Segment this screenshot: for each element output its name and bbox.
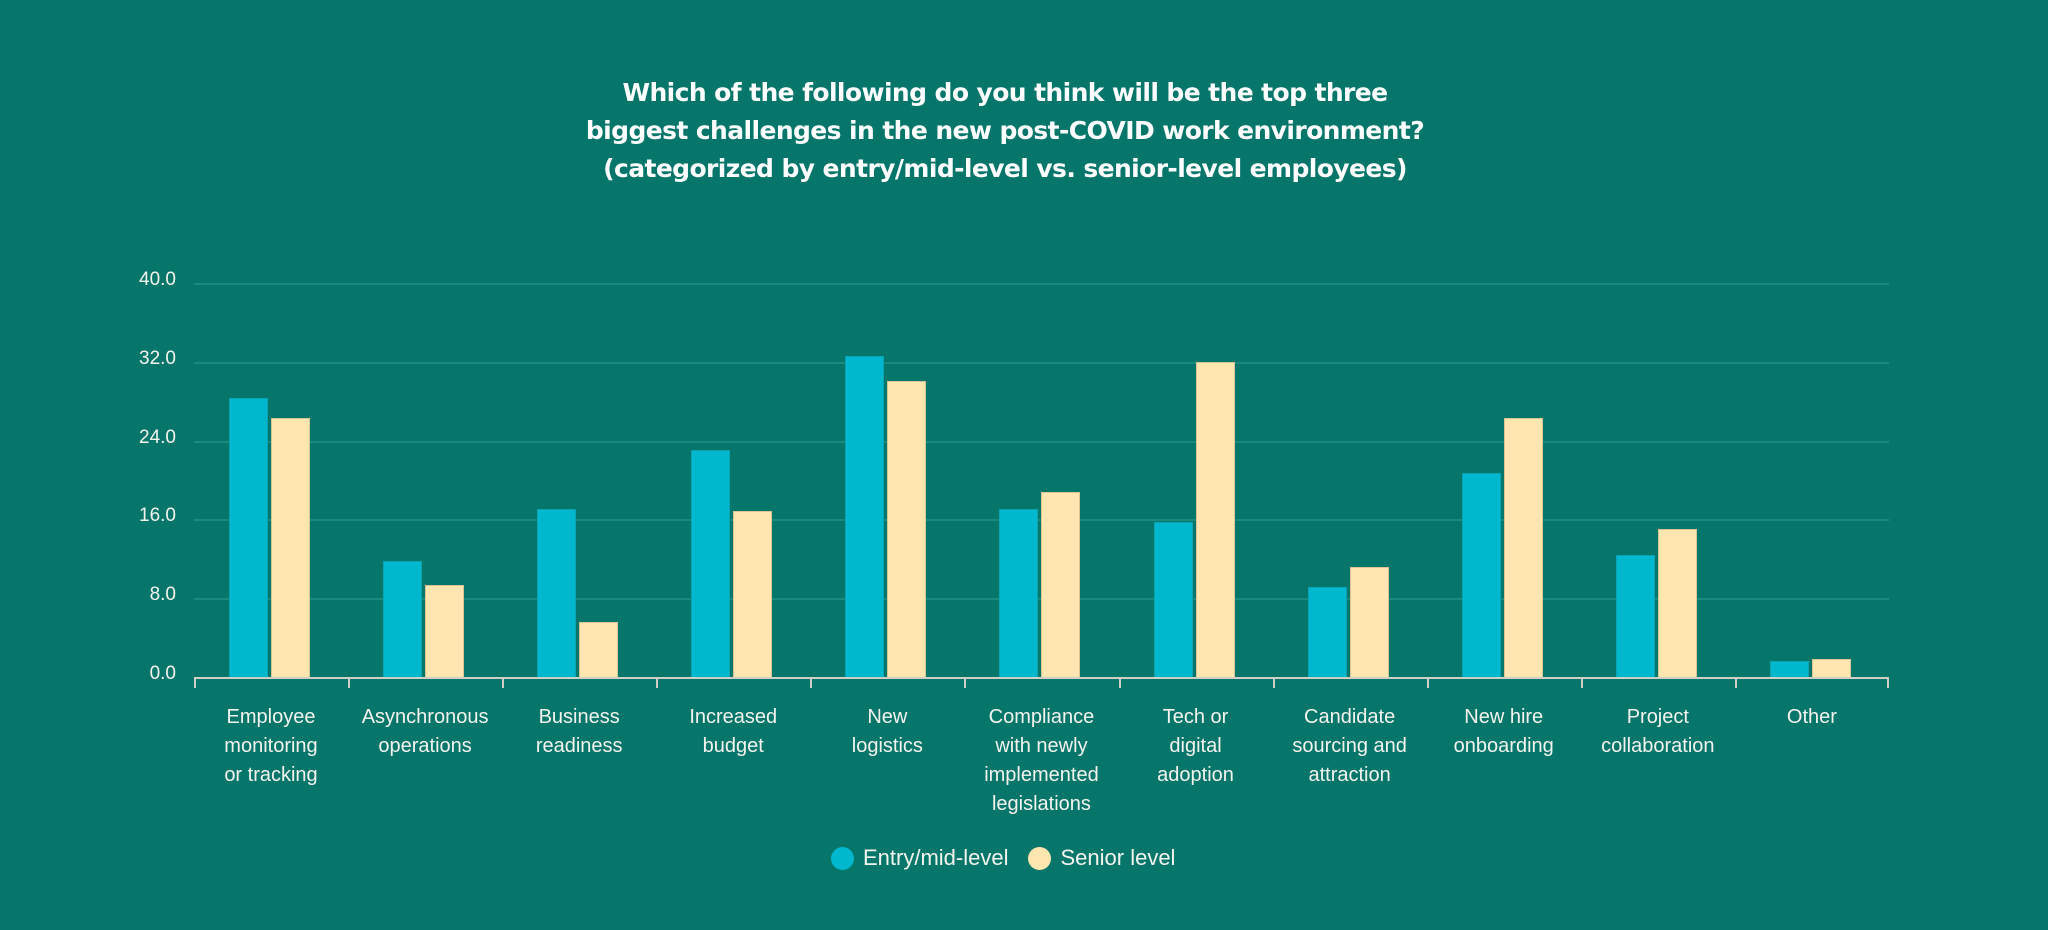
category-label-line: Candidate: [1304, 706, 1396, 728]
x-tick: [964, 677, 967, 688]
category-label: Employee monitoring or tracking: [194, 703, 348, 790]
legend-item-senior[interactable]: Senior level: [1028, 845, 1175, 871]
bar-entry[interactable]: [845, 355, 885, 678]
category-label: Other: [1735, 703, 1889, 732]
chart-title-line-1: Which of the following do you think will…: [622, 78, 1388, 107]
x-tick: [1887, 677, 1889, 688]
category-label-line: Compliance: [988, 706, 1095, 728]
y-tick-label: 8.0: [149, 584, 176, 606]
x-tick: [1580, 677, 1583, 688]
category-label-line: sourcing and: [1292, 735, 1407, 757]
category-label-line: Other: [1786, 706, 1837, 728]
legend-senior-label: Senior level: [1060, 845, 1176, 870]
category-label-line: Business: [538, 706, 620, 728]
bar-senior[interactable]: [1657, 529, 1697, 678]
category-label: Project collaboration: [1581, 703, 1735, 761]
category-label: Compliance with newly implemented legislati…: [964, 703, 1118, 819]
bar-entry[interactable]: [1307, 587, 1347, 678]
category-label-line: logistics: [851, 735, 923, 757]
bar-senior[interactable]: [271, 417, 310, 678]
x-tick: [656, 677, 659, 688]
gridline: [194, 440, 1889, 443]
category-label-line: operations: [378, 735, 472, 757]
legend-senior-swatch-icon: [1028, 846, 1052, 870]
category-label-line: Increased: [689, 706, 778, 728]
bar-senior[interactable]: [1811, 659, 1851, 678]
category-label: Increased budget: [656, 703, 810, 761]
category-label: Tech or digital adoption: [1119, 703, 1273, 790]
bar-senior[interactable]: [1349, 566, 1389, 678]
category-label-line: implemented: [984, 764, 1099, 786]
x-axis-line: [194, 677, 1889, 679]
bar-senior[interactable]: [579, 621, 619, 678]
x-tick: [194, 677, 196, 688]
category-label-line: Asynchronous: [361, 706, 489, 728]
x-tick: [1426, 677, 1429, 688]
bar-senior[interactable]: [1195, 361, 1235, 678]
legend-entry-label: Entry/mid-level: [863, 845, 1009, 870]
bar-entry[interactable]: [1153, 522, 1193, 678]
x-tick: [1272, 677, 1275, 688]
category-label-line: Tech or: [1162, 706, 1229, 728]
x-tick: [810, 677, 813, 688]
bar-entry[interactable]: [229, 398, 268, 678]
category-label-line: Employee: [226, 706, 316, 728]
legend-entry-swatch-icon: [831, 846, 854, 870]
category-label-line: attraction: [1308, 764, 1391, 786]
category-label-line: budget: [702, 735, 764, 757]
category-label-line: Project: [1626, 706, 1689, 728]
legend: Entry/mid-level Senior level: [831, 845, 1195, 871]
bar-entry[interactable]: [1769, 661, 1809, 678]
bar-entry[interactable]: [1615, 554, 1655, 678]
plot-area: [194, 283, 1889, 678]
category-label-line: New: [867, 706, 908, 728]
y-tick-label: 32.0: [139, 347, 176, 369]
bar-entry[interactable]: [1461, 473, 1501, 678]
x-tick: [1734, 677, 1737, 688]
category-label: New logistics: [810, 703, 964, 761]
category-label-line: monitoring: [224, 735, 318, 757]
category-label-line: collaboration: [1601, 735, 1715, 757]
category-label: Asynchronous operations: [348, 703, 502, 761]
category-label: New hire onboarding: [1427, 703, 1581, 761]
x-tick: [1118, 677, 1121, 688]
bar-senior[interactable]: [1503, 417, 1543, 678]
category-label-line: with newly: [995, 735, 1088, 757]
y-tick-label: 40.0: [139, 269, 176, 290]
bar-entry[interactable]: [537, 508, 577, 678]
y-tick-label: 0.0: [149, 663, 176, 684]
bar-entry[interactable]: [999, 508, 1039, 678]
gridline: [194, 283, 1889, 285]
category-label-line: digital: [1169, 735, 1222, 757]
category-label: Business readiness: [502, 703, 656, 761]
x-tick: [348, 677, 351, 688]
y-tick-label: 24.0: [139, 426, 176, 448]
category-label: Candidate sourcing and attraction: [1273, 703, 1427, 790]
category-label-line: legislations: [991, 793, 1091, 815]
category-label-line: or tracking: [224, 764, 318, 786]
chart-title-line-3: (categorized by entry/mid-level vs. seni…: [603, 154, 1407, 183]
bar-entry[interactable]: [691, 450, 731, 678]
category-label-line: onboarding: [1453, 735, 1554, 757]
chart-title-line-2: biggest challenges in the new post-COVID…: [585, 116, 1425, 145]
bar-senior[interactable]: [887, 380, 927, 678]
bar-entry[interactable]: [383, 560, 423, 678]
chart-title: Which of the following do you think will…: [0, 74, 2010, 188]
category-label-line: New hire: [1464, 706, 1544, 728]
gridline: [194, 361, 1889, 364]
bar-senior[interactable]: [425, 585, 465, 678]
legend-item-entry[interactable]: Entry/mid-level: [831, 845, 1008, 871]
category-label-line: adoption: [1157, 764, 1234, 786]
category-label-line: readiness: [535, 735, 623, 757]
y-tick-label: 16.0: [139, 505, 176, 527]
bar-senior[interactable]: [733, 510, 773, 678]
x-tick: [502, 677, 505, 688]
bar-senior[interactable]: [1041, 491, 1081, 678]
